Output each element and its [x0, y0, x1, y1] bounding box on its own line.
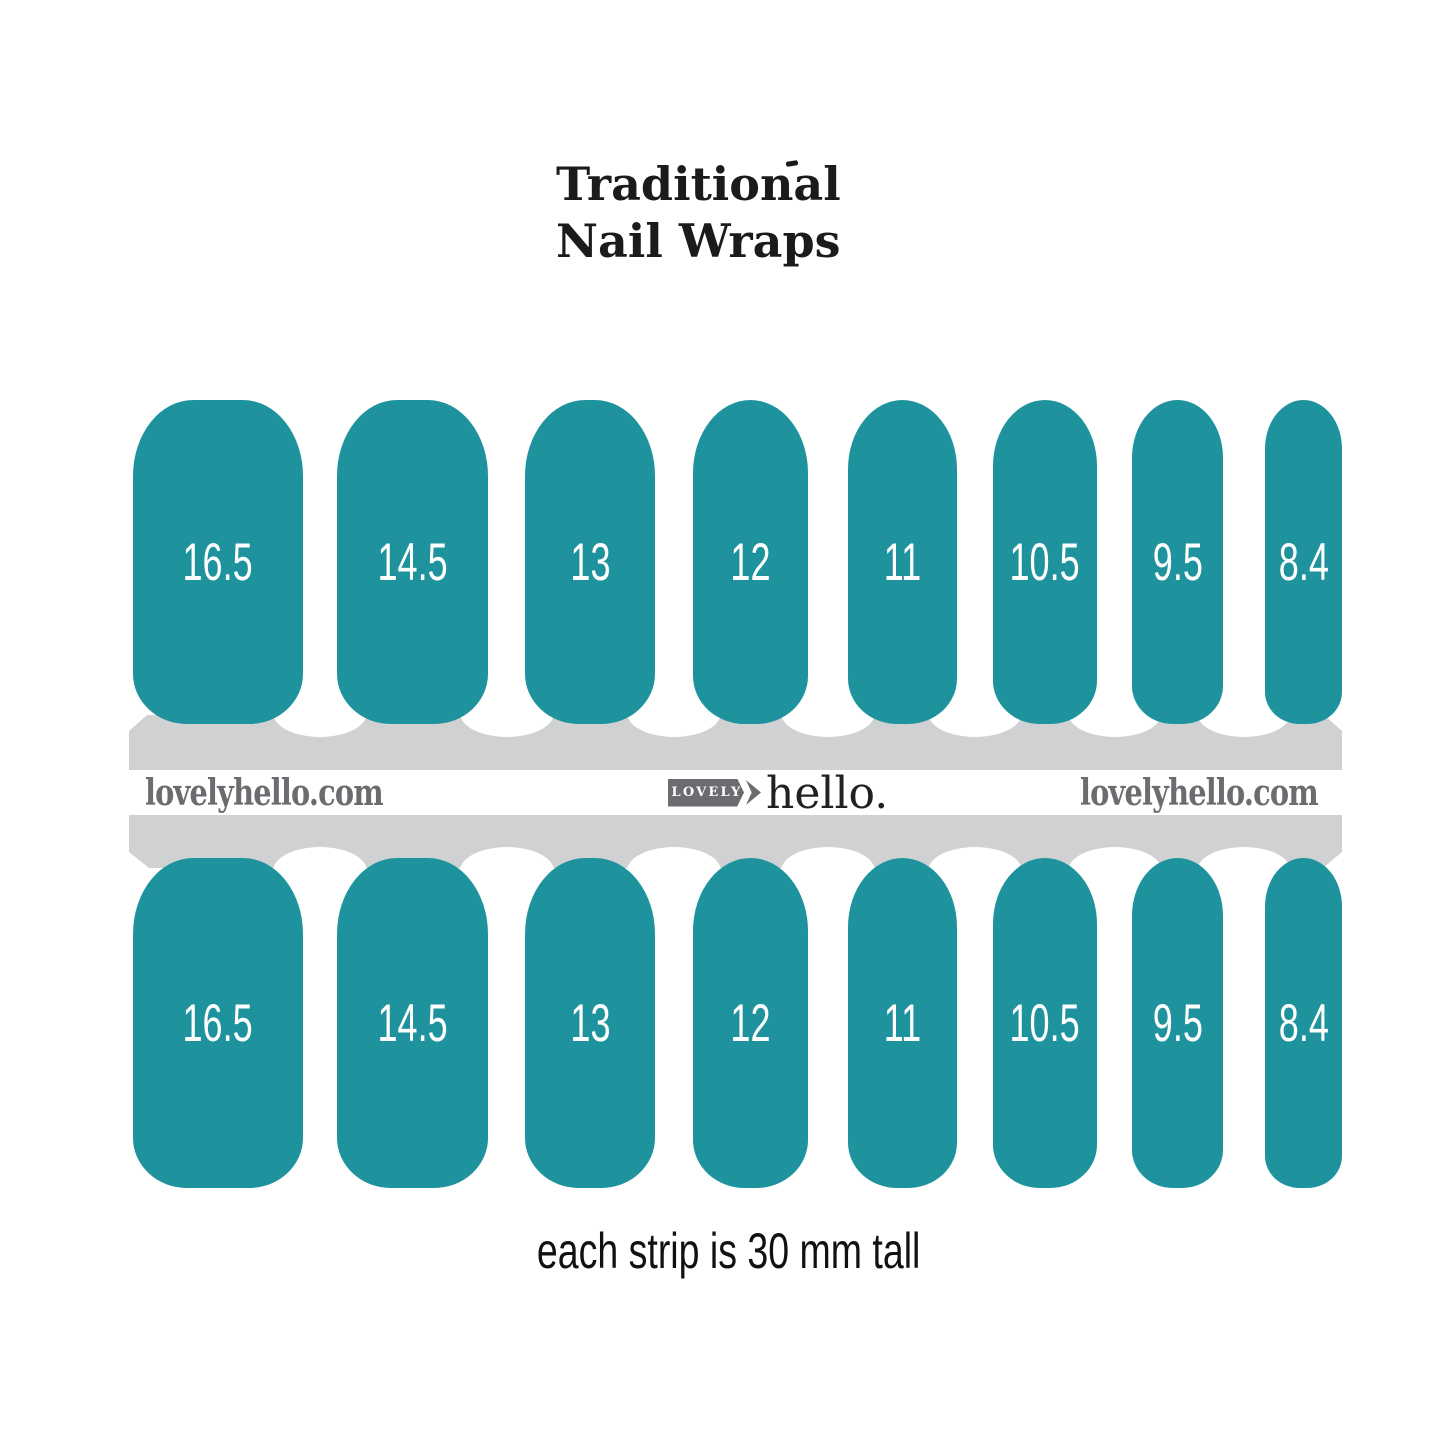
nail-size-label: 9.5 — [1152, 993, 1203, 1053]
nail-size-label: 8.4 — [1278, 993, 1329, 1053]
nail-size-label: 11 — [883, 532, 922, 592]
nail-size-label: 8.4 — [1278, 532, 1329, 592]
nail-bottom-10.5: 10.5 — [993, 858, 1097, 1188]
nail-size-label: 9.5 — [1152, 532, 1203, 592]
nail-bottom-16.5: 16.5 — [133, 858, 303, 1188]
nail-top-8.4: 8.4 — [1265, 400, 1342, 724]
nail-size-label: 14.5 — [377, 532, 448, 592]
nail-size-label: 16.5 — [182, 993, 254, 1053]
logo-badge-text: LOVELY — [671, 785, 743, 800]
nail-size-label: 14.5 — [377, 993, 448, 1053]
nail-top-14.5: 14.5 — [337, 400, 488, 724]
title-line-1: Traditional — [556, 157, 841, 211]
title-line-2: Nail Wraps — [556, 214, 841, 268]
nail-size-label: 11 — [883, 993, 922, 1053]
nail-size-label: 12 — [730, 532, 771, 592]
nail-size-label: 13 — [569, 993, 611, 1053]
nail-top-10.5: 10.5 — [993, 400, 1097, 724]
nail-size-label: 10.5 — [1009, 993, 1081, 1053]
nail-size-label: 13 — [569, 532, 611, 592]
nail-top-11: 11 — [848, 400, 957, 724]
nail-bottom-8.4: 8.4 — [1265, 858, 1342, 1188]
caption-row: each strip is 30 mm tall — [0, 1222, 1440, 1280]
nail-top-16.5: 16.5 — [133, 400, 303, 724]
lovelyhello-logo: LOVELY hello. — [668, 770, 888, 815]
strip-height-caption: each strip is 30 mm tall — [537, 1223, 921, 1279]
nail-size-label: 12 — [730, 993, 771, 1053]
nail-top-12: 12 — [693, 400, 808, 724]
nail-bottom-12: 12 — [693, 858, 808, 1188]
nail-size-label: 10.5 — [1009, 532, 1081, 592]
logo-wordmark: hello. — [766, 767, 889, 819]
nail-size-label: 16.5 — [182, 532, 254, 592]
nail-bottom-11: 11 — [848, 858, 957, 1188]
website-url-left: lovelyhello.com — [145, 770, 442, 815]
url-text: lovelyhello.com — [145, 771, 384, 814]
nail-bottom-14.5: 14.5 — [337, 858, 488, 1188]
nail-bottom-9.5: 9.5 — [1132, 858, 1223, 1188]
nail-bottom-13: 13 — [525, 858, 655, 1188]
website-url-right: lovelyhello.com — [1080, 770, 1377, 815]
url-text: lovelyhello.com — [1080, 771, 1319, 814]
nail-top-9.5: 9.5 — [1132, 400, 1223, 724]
logo-arrow-icon — [746, 780, 761, 805]
nail-top-13: 13 — [525, 400, 655, 724]
page-title: Traditional Nail Wraps — [556, 156, 841, 270]
logo-tag-badge: LOVELY — [668, 778, 744, 807]
